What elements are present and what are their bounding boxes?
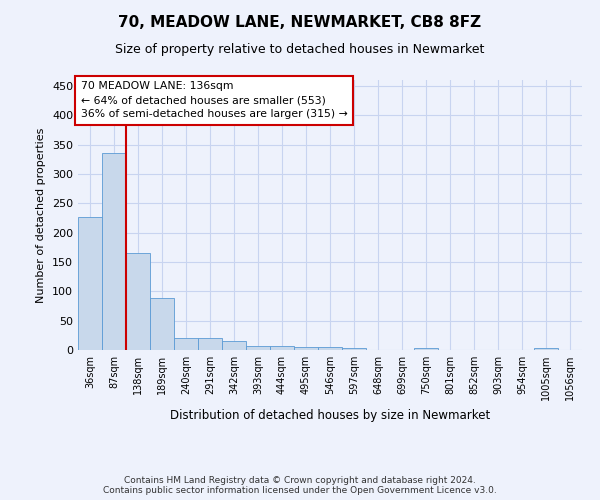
Bar	[342, 348, 366, 350]
X-axis label: Distribution of detached houses by size in Newmarket: Distribution of detached houses by size …	[170, 408, 490, 422]
Bar	[222, 341, 246, 350]
Bar	[78, 218, 102, 350]
Text: Size of property relative to detached houses in Newmarket: Size of property relative to detached ho…	[115, 42, 485, 56]
Bar	[414, 348, 438, 350]
Text: 70 MEADOW LANE: 136sqm
← 64% of detached houses are smaller (553)
36% of semi-de: 70 MEADOW LANE: 136sqm ← 64% of detached…	[80, 82, 347, 120]
Bar	[318, 347, 342, 350]
Bar	[270, 346, 294, 350]
Bar	[150, 298, 174, 350]
Text: Contains HM Land Registry data © Crown copyright and database right 2024.
Contai: Contains HM Land Registry data © Crown c…	[103, 476, 497, 495]
Bar	[126, 253, 150, 350]
Bar	[534, 348, 558, 350]
Bar	[174, 338, 198, 350]
Bar	[294, 347, 318, 350]
Bar	[198, 338, 222, 350]
Bar	[102, 153, 126, 350]
Bar	[246, 346, 270, 350]
Text: 70, MEADOW LANE, NEWMARKET, CB8 8FZ: 70, MEADOW LANE, NEWMARKET, CB8 8FZ	[118, 15, 482, 30]
Y-axis label: Number of detached properties: Number of detached properties	[37, 128, 46, 302]
